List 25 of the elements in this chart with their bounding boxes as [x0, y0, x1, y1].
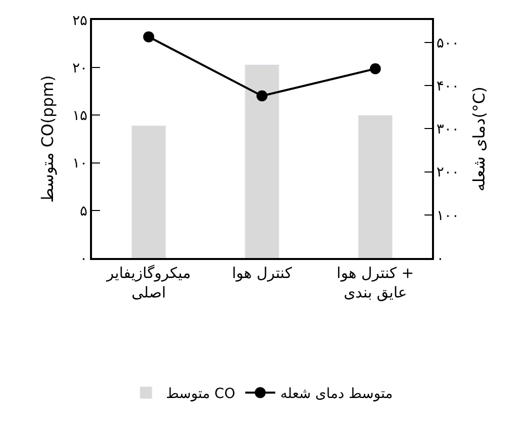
legend-label: متوسط دمای شعله	[280, 386, 393, 402]
point	[256, 90, 268, 102]
x-tick-label: کنترل هوا + عایق بندی	[336, 264, 414, 302]
legend-label: متوسط CO	[166, 386, 236, 402]
x-tick-label: میکروگازیفایر اصلی	[106, 264, 191, 302]
y2-tick-label: ۲۰۰	[436, 164, 460, 181]
bar	[131, 125, 166, 258]
y2-tick-label: ۳۰۰	[436, 122, 460, 138]
y-tick-label: ۲۰	[72, 60, 88, 76]
y-tick-label: ۱۵	[72, 108, 88, 124]
x-tick-label: کنترل هوا	[232, 264, 293, 282]
y2-tick-label: ۰	[436, 250, 444, 267]
bar	[244, 64, 280, 258]
y2-axis-title: دمای شعله(°C)	[469, 86, 488, 192]
y-axis-title: متوسط CO(ppm)	[38, 75, 57, 203]
y2-tick-label: ۱۰۰	[436, 208, 460, 224]
y2-tick-label: ۴۰۰	[436, 78, 460, 94]
point	[370, 63, 381, 74]
y-tick-label: ۰	[80, 250, 88, 267]
point	[143, 31, 154, 42]
y-tick-label: ۱۰	[72, 156, 88, 172]
y2-tick-label: ۵۰۰	[436, 35, 460, 52]
y-tick-label: ۵	[80, 203, 88, 220]
bar	[358, 114, 393, 258]
y-tick-label: ۲۵	[72, 12, 88, 29]
